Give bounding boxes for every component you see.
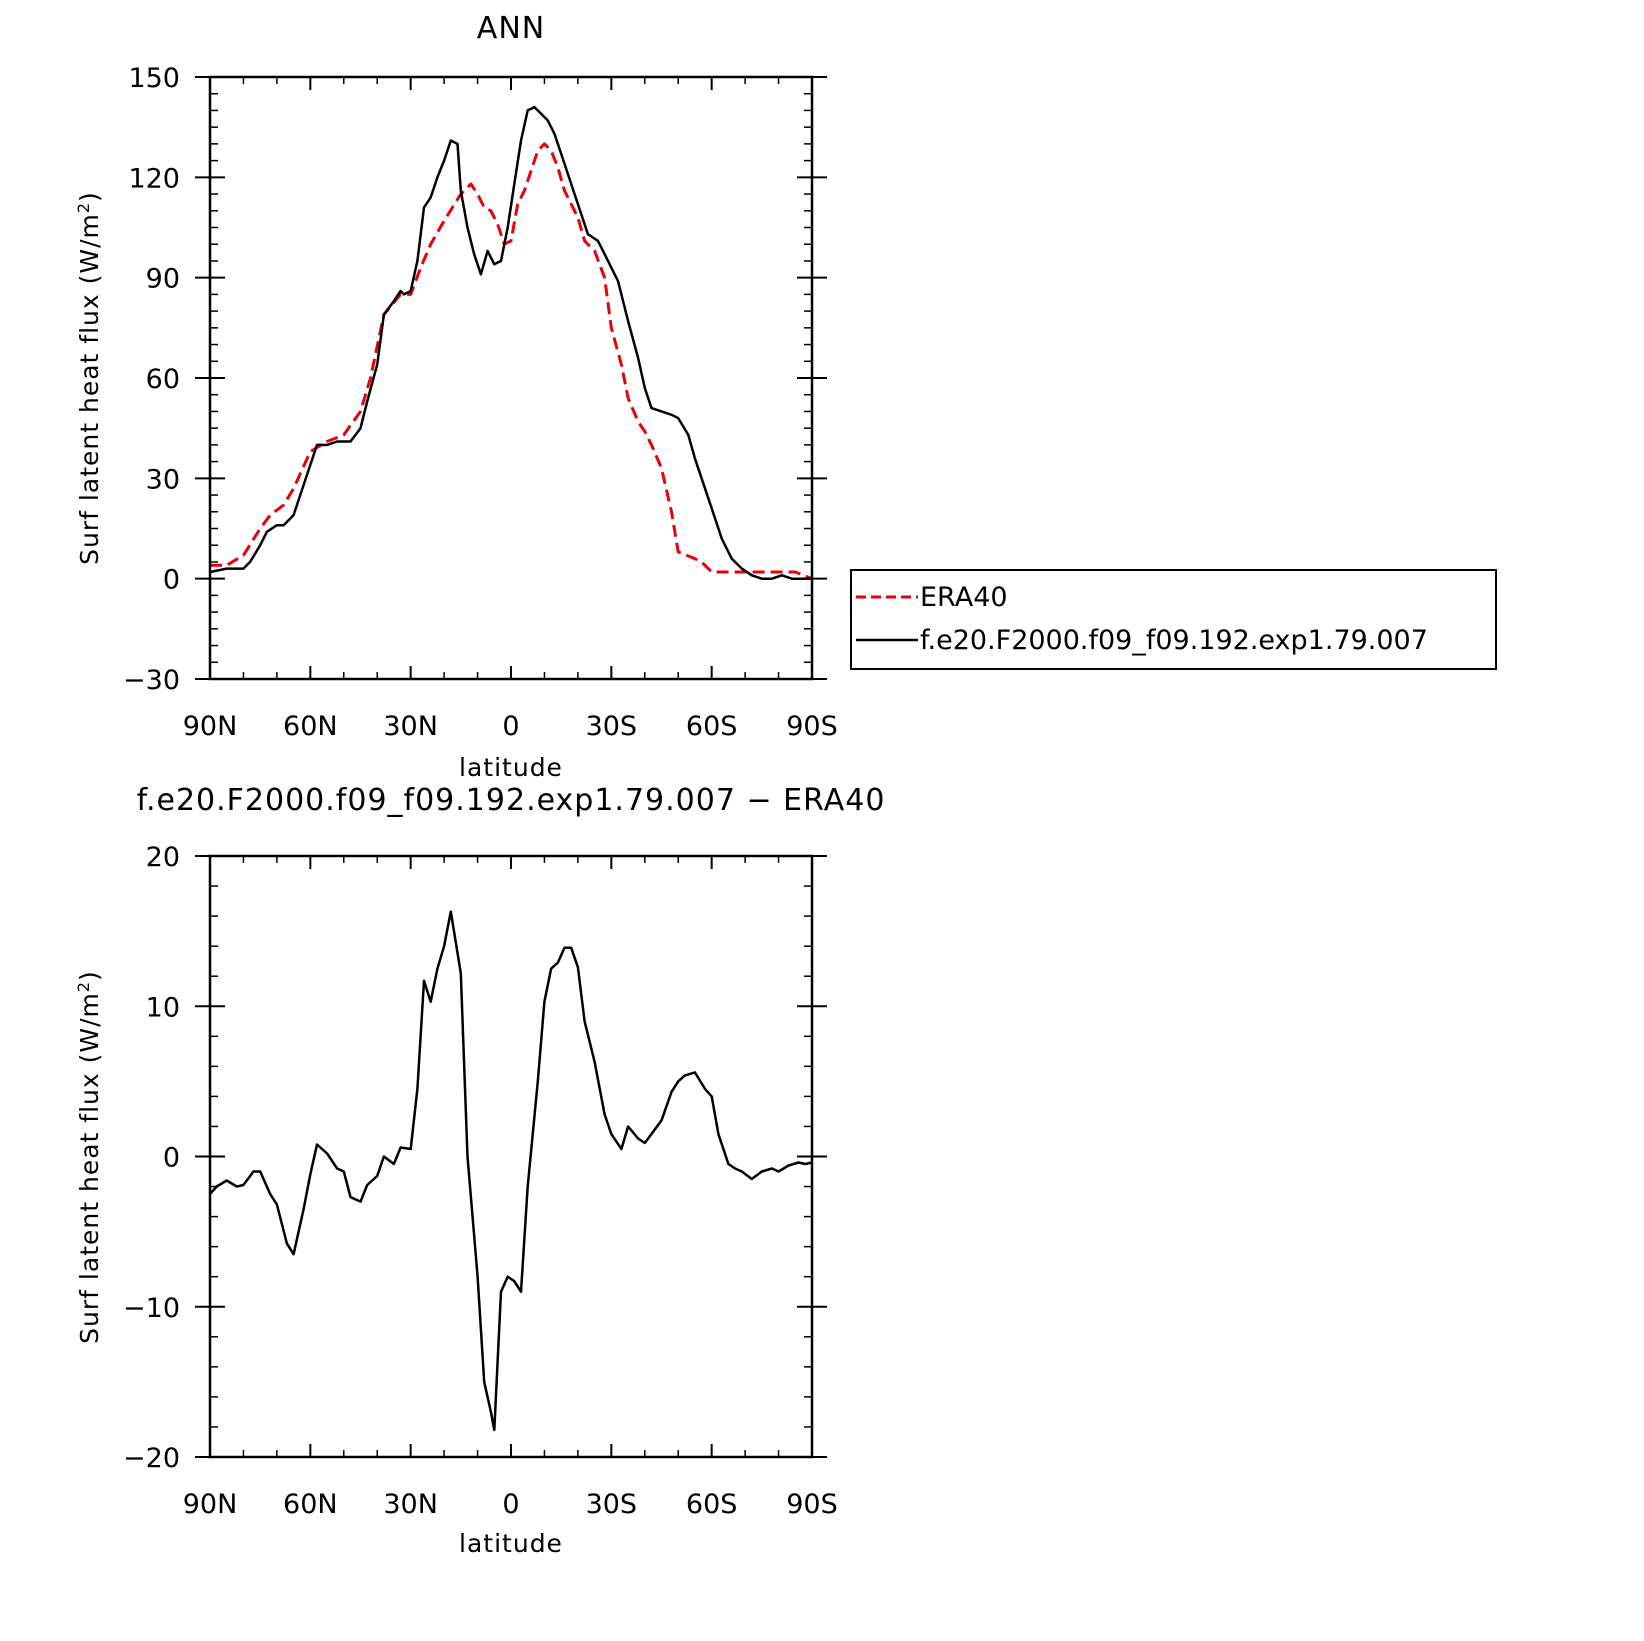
bottom-chart-title: f.e20.F2000.f09_f09.192.exp1.79.007 − ER… xyxy=(137,783,886,818)
bottom-chart-plot-frame xyxy=(208,854,814,1459)
top-chart-x-tick-label: 90S xyxy=(786,711,838,742)
top-chart-ylabel-main: Surf latent heat flux (W/m xyxy=(75,213,104,565)
bottom-chart-x-tick-label: 60S xyxy=(686,1489,738,1520)
top-chart-x-tick-label: 30N xyxy=(383,711,438,742)
top-chart-series-line-1 xyxy=(209,105,812,580)
bottom-chart-y-tick-label: 20 xyxy=(146,842,180,873)
bottom-chart-tick-labels: 90N 60N 30N 0 30S 60S 90S −20 −10 0 10 20 xyxy=(123,842,838,1520)
legend-box xyxy=(850,569,1497,670)
top-chart-ticks xyxy=(195,76,827,680)
top-chart-ylabel-end: ) xyxy=(75,191,104,202)
bottom-chart-y-tick-label: 10 xyxy=(146,992,180,1023)
top-chart-y-tick-label: 150 xyxy=(128,63,180,94)
bottom-chart-x-tick-label: 30S xyxy=(586,1489,638,1520)
bottom-chart-x-tick-label: 60N xyxy=(283,1489,338,1520)
top-chart-series-line-0 xyxy=(210,142,813,581)
top-chart-tick-labels: 90N 60N 30N 0 30S 60S 90S −30 0 30 60 90 120 150 xyxy=(123,63,838,742)
bottom-chart-ylabel-sup: 2 xyxy=(74,981,93,992)
legend-label-model: f.e20.F2000.f09_f09.192.exp1.79.007 xyxy=(920,625,1428,656)
top-chart-series-lines xyxy=(209,105,813,581)
top-chart-legend: ERA40 f.e20.F2000.f09_f09.192.exp1.79.00… xyxy=(850,569,1497,670)
bottom-chart-series-lines xyxy=(209,910,813,1432)
bottom-chart-ylabel-end: ) xyxy=(75,970,104,981)
top-chart-ylabel: Surf latent heat flux (W/m2) xyxy=(74,191,104,565)
top-chart: ANN 90N 60N 30N 0 30S 60S 90S−300306090120150 … xyxy=(74,11,1497,782)
legend-label-era40: ERA40 xyxy=(920,582,1008,613)
bottom-chart-y-tick-label: −20 xyxy=(123,1443,180,1474)
bottom-chart-ticks xyxy=(195,855,827,1458)
top-chart-x-tick-label: 90N xyxy=(183,711,238,742)
bottom-chart-ylabel-main: Surf latent heat flux (W/m xyxy=(75,992,104,1344)
top-chart-y-tick-label: 0 xyxy=(163,565,180,596)
bottom-chart: f.e20.F2000.f09_f09.192.exp1.79.007 − ER… xyxy=(74,783,886,1558)
bottom-chart-ylabel: Surf latent heat flux (W/m2) xyxy=(74,970,104,1344)
top-chart-y-tick-label: 60 xyxy=(146,364,180,395)
top-chart-ylabel-sup: 2 xyxy=(74,202,93,213)
top-chart-y-tick-label: 90 xyxy=(146,264,180,295)
top-chart-x-tick-label: 60N xyxy=(283,711,338,742)
bottom-chart-y-tick-label: 0 xyxy=(163,1143,180,1174)
top-chart-title: ANN xyxy=(477,11,545,46)
bottom-chart-x-tick-label: 90S xyxy=(786,1489,838,1520)
top-chart-x-tick-label: 60S xyxy=(686,711,738,742)
top-chart-y-tick-label: 120 xyxy=(128,163,180,194)
top-chart-x-tick-label: 30S xyxy=(586,711,638,742)
top-chart-y-tick-label: −30 xyxy=(123,665,180,696)
top-chart-y-tick-label: 30 xyxy=(146,464,180,495)
bottom-chart-series-line-0 xyxy=(209,910,813,1432)
bottom-chart-x-tick-label: 0 xyxy=(502,1489,519,1520)
bottom-chart-x-tick-label: 30N xyxy=(383,1489,438,1520)
top-chart-xlabel: latitude xyxy=(459,753,563,782)
top-chart-x-tick-label: 0 xyxy=(502,711,519,742)
bottom-chart-x-tick-label: 90N xyxy=(183,1489,238,1520)
bottom-chart-xlabel: latitude xyxy=(459,1529,563,1558)
top-chart-plot-frame xyxy=(208,75,814,681)
bottom-chart-y-tick-label: −10 xyxy=(123,1293,180,1324)
